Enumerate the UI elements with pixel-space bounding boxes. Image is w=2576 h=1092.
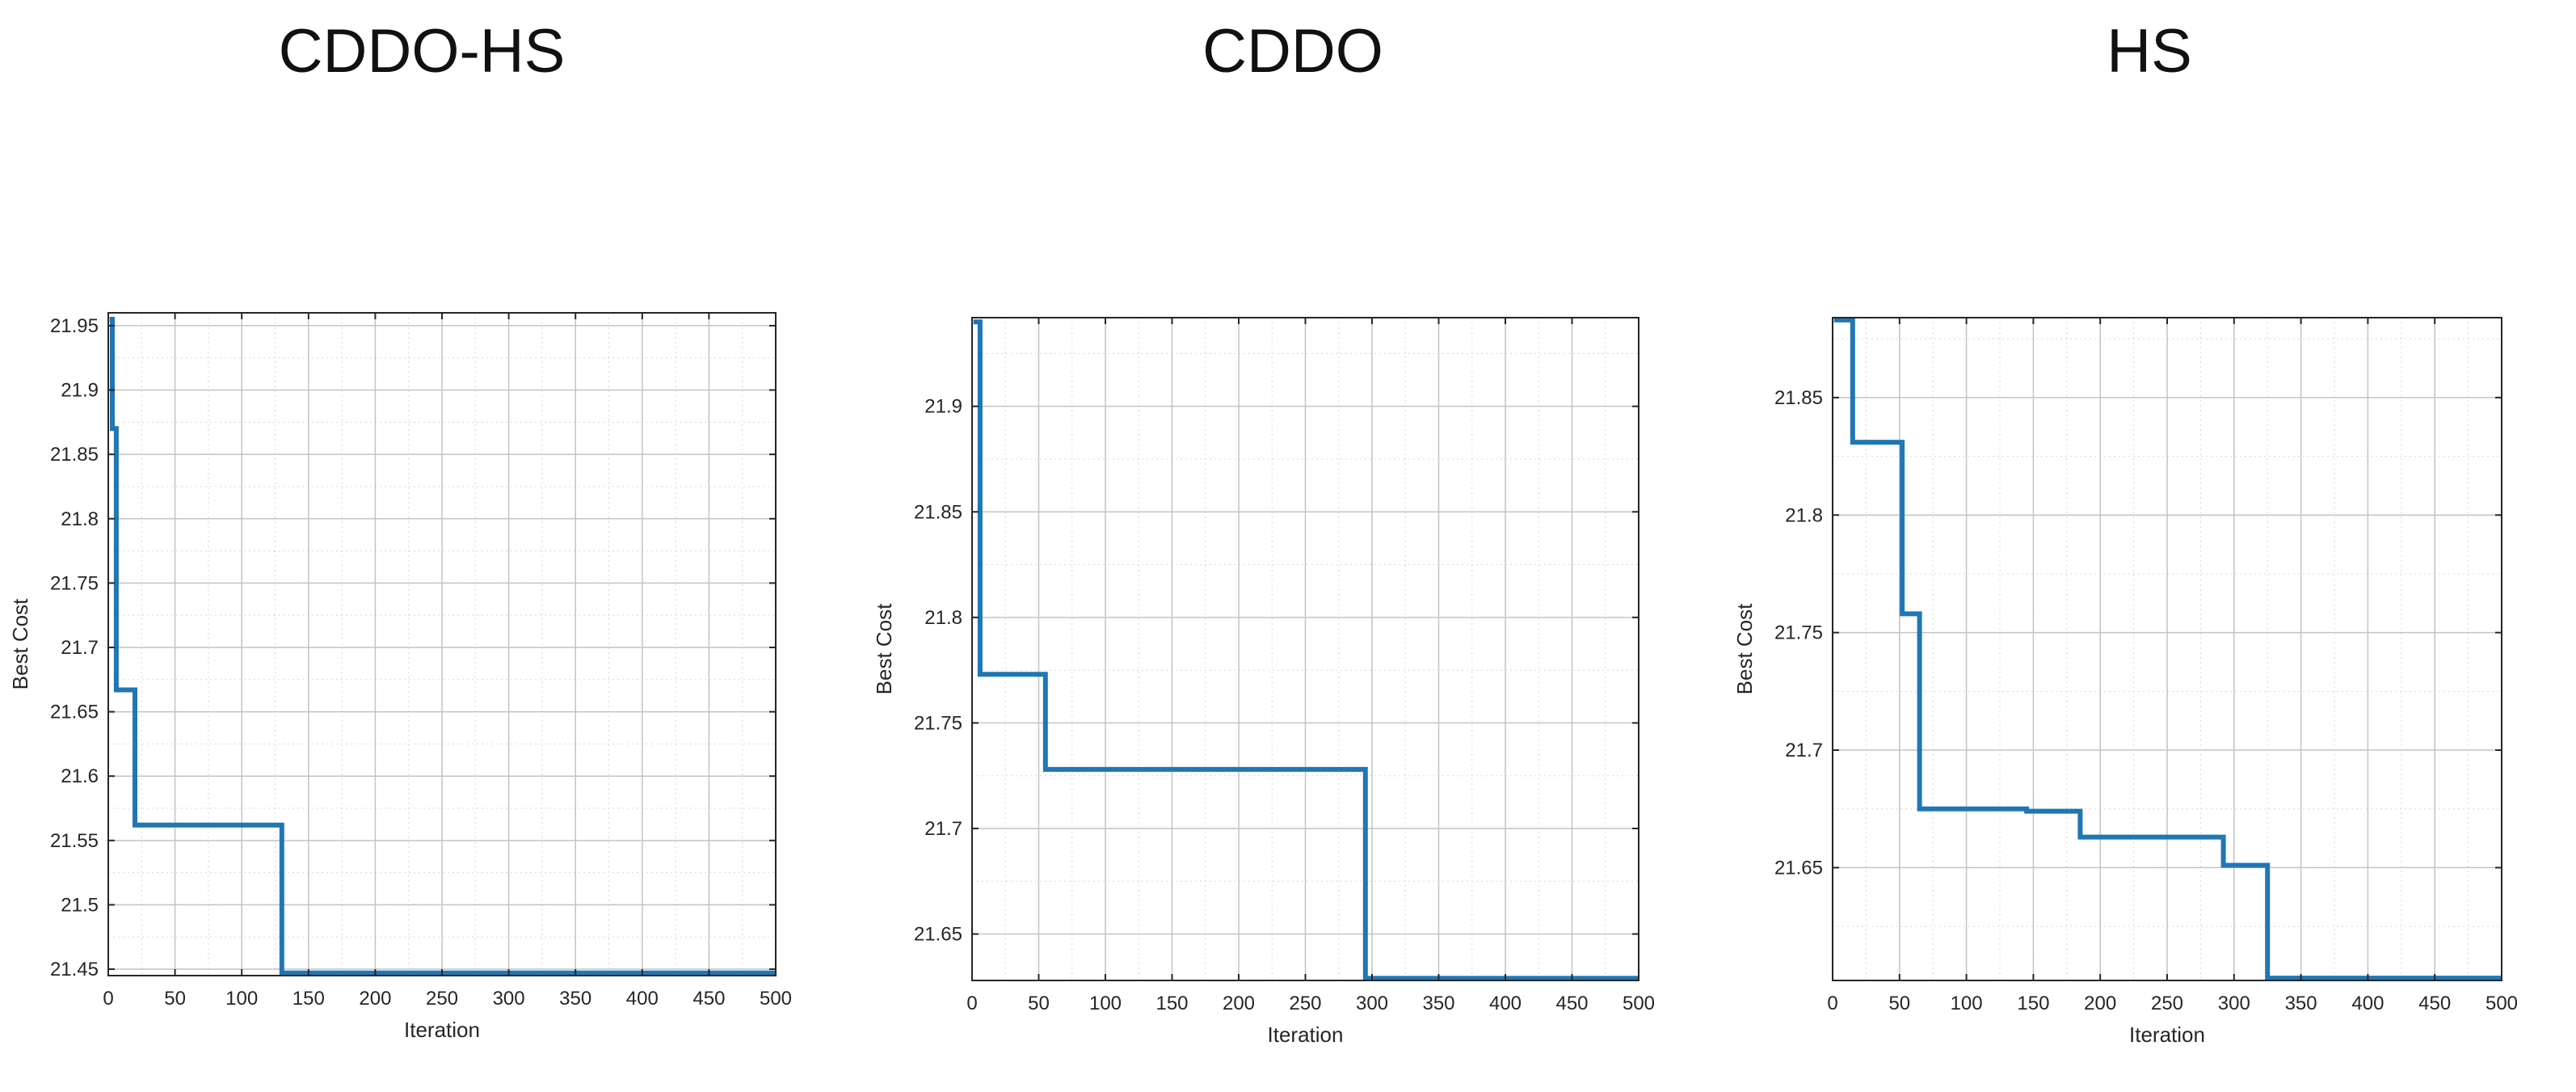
x-tick-label: 250 bbox=[426, 988, 458, 1010]
series-line bbox=[1833, 317, 2502, 981]
x-axis-label: Iteration bbox=[2129, 1022, 2205, 1047]
x-tick-label: 0 bbox=[103, 988, 113, 1010]
x-tick-label: 300 bbox=[493, 988, 525, 1010]
y-tick-label: 21.7 bbox=[924, 818, 962, 840]
x-tick-label: 150 bbox=[2017, 993, 2049, 1014]
x-tick-label: 350 bbox=[1422, 993, 1454, 1014]
x-tick-label: 150 bbox=[1155, 993, 1188, 1014]
chart-title-cddo: CDDO bbox=[1202, 17, 1383, 86]
x-axis-label: Iteration bbox=[404, 1018, 480, 1042]
x-tick-label: 250 bbox=[2151, 993, 2183, 1014]
x-axis-label: Iteration bbox=[1268, 1022, 1344, 1047]
y-tick-label: 21.85 bbox=[914, 501, 962, 523]
x-tick-label: 200 bbox=[359, 988, 391, 1010]
x-tick-label: 500 bbox=[760, 988, 792, 1010]
series-line bbox=[109, 317, 776, 976]
y-axis-label: Best Cost bbox=[8, 598, 32, 689]
y-axis-label: Best Cost bbox=[872, 603, 896, 694]
y-tick-label: 21.7 bbox=[61, 637, 99, 659]
y-tick-label: 21.7 bbox=[1785, 740, 1823, 761]
chart-cddo: 0 50 100 150 200 250 300 350 400 450 500 21.65 21.7 2… bbox=[872, 317, 1655, 1047]
x-tick-label: 400 bbox=[1489, 993, 1522, 1014]
x-tick-label: 100 bbox=[1089, 993, 1122, 1014]
chart-cddo-hs: 0 50 100 150 200 250 300 350 400 450 500 21.45 21.5 2… bbox=[8, 312, 792, 1042]
x-tick-label: 150 bbox=[293, 988, 325, 1010]
y-tick-label: 21.9 bbox=[924, 396, 962, 418]
y-tick-label: 21.95 bbox=[50, 315, 99, 337]
chart-title-cddo-hs: CDDO-HS bbox=[278, 17, 566, 86]
y-tick-label: 21.45 bbox=[50, 959, 99, 980]
x-tick-label: 50 bbox=[1028, 993, 1050, 1014]
x-tick-label: 500 bbox=[2486, 993, 2518, 1014]
x-tick-label: 100 bbox=[1951, 993, 1983, 1014]
y-tick-label: 21.85 bbox=[1774, 387, 1823, 409]
y-axis-label: Best Cost bbox=[1732, 603, 1757, 694]
y-tick-label: 21.9 bbox=[61, 380, 99, 402]
y-tick-label: 21.65 bbox=[1774, 857, 1823, 879]
y-tick-label: 21.6 bbox=[61, 765, 99, 787]
x-tick-label: 300 bbox=[1356, 993, 1388, 1014]
x-tick-label: 350 bbox=[2285, 993, 2317, 1014]
y-tick-label: 21.75 bbox=[914, 712, 962, 734]
y-tick-label: 21.65 bbox=[914, 924, 962, 946]
x-tick-label: 250 bbox=[1289, 993, 1321, 1014]
y-tick-label: 21.8 bbox=[1785, 504, 1823, 526]
y-tick-label: 21.85 bbox=[50, 444, 99, 466]
x-tick-label: 350 bbox=[559, 988, 591, 1010]
x-tick-label: 0 bbox=[1827, 993, 1837, 1014]
x-tick-label: 50 bbox=[1888, 993, 1910, 1014]
x-tick-label: 0 bbox=[966, 993, 977, 1014]
y-tick-label: 21.55 bbox=[50, 830, 99, 852]
chart-hs: 0 50 100 150 200 250 300 350 400 450 500 21.65 21.7 2… bbox=[1732, 317, 2518, 1047]
x-tick-label: 300 bbox=[2218, 993, 2250, 1014]
x-tick-label: 450 bbox=[1555, 993, 1588, 1014]
x-tick-label: 500 bbox=[1623, 993, 1655, 1014]
x-tick-label: 200 bbox=[1223, 993, 1255, 1014]
x-tick-label: 450 bbox=[692, 988, 725, 1010]
y-tick-label: 21.8 bbox=[61, 508, 99, 530]
x-tick-label: 400 bbox=[626, 988, 659, 1010]
chart-title-hs: HS bbox=[2107, 17, 2192, 86]
series-line bbox=[973, 319, 1639, 981]
x-tick-label: 200 bbox=[2084, 993, 2116, 1014]
x-tick-label: 400 bbox=[2351, 993, 2384, 1014]
y-tick-label: 21.65 bbox=[50, 702, 99, 723]
x-tick-label: 450 bbox=[2418, 993, 2451, 1014]
x-tick-label: 100 bbox=[225, 988, 258, 1010]
y-tick-label: 21.5 bbox=[61, 894, 99, 916]
y-tick-label: 21.75 bbox=[1774, 622, 1823, 644]
y-tick-label: 21.75 bbox=[50, 572, 99, 594]
y-tick-label: 21.8 bbox=[924, 607, 962, 629]
x-tick-label: 50 bbox=[164, 988, 186, 1010]
